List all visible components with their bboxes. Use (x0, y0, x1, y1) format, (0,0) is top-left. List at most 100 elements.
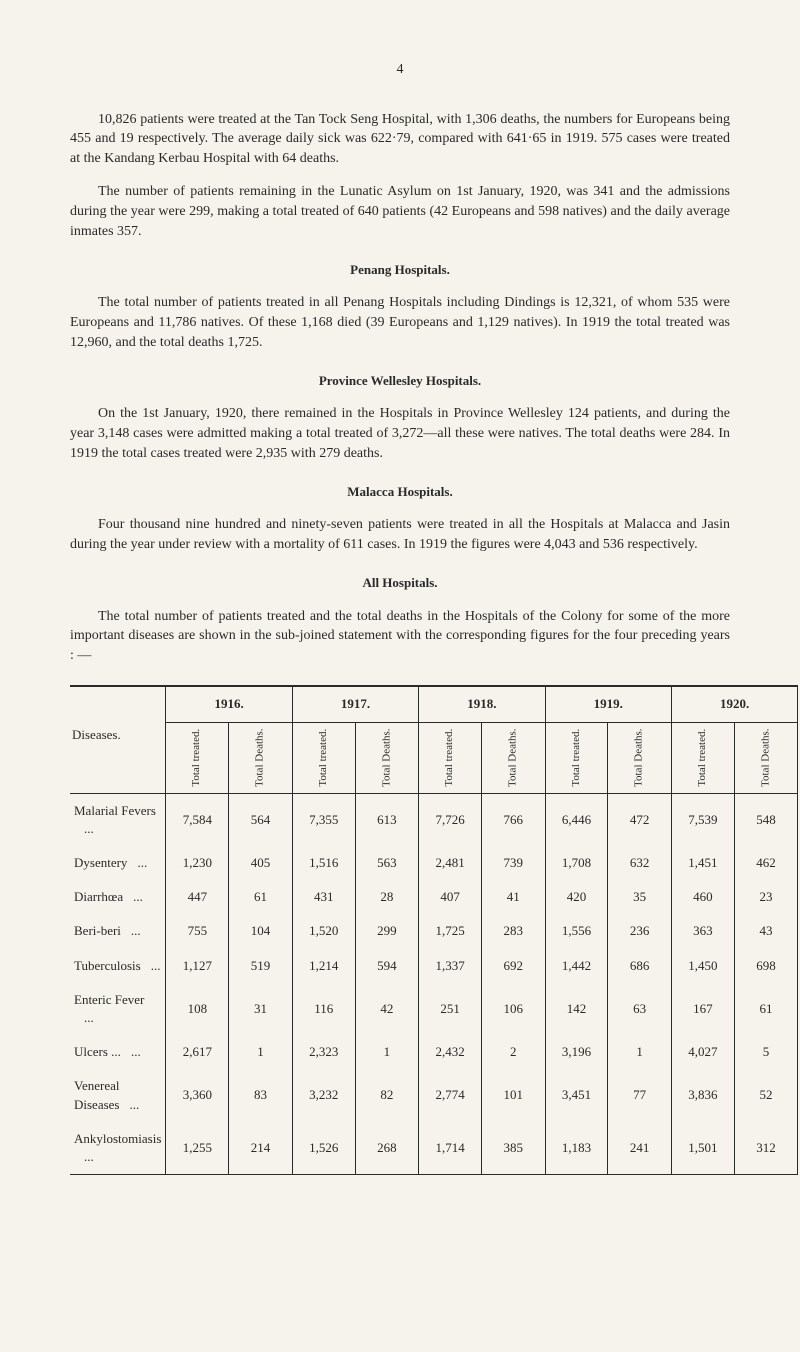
table-row: Ankylostomiasis...1,2552141,5262681,7143… (70, 1122, 798, 1175)
table-cell: 82 (355, 1069, 419, 1121)
year-header: 1919. (545, 686, 671, 722)
table-row: Malarial Fevers...7,5845647,3556137,7267… (70, 793, 798, 846)
table-cell: 594 (355, 949, 419, 983)
table-cell: 692 (482, 949, 546, 983)
section-heading-all: All Hospitals. (70, 574, 730, 592)
table-cell: 1 (608, 1035, 672, 1069)
disease-name: Enteric Fever... (70, 983, 166, 1035)
subheader-treated: Total treated. (419, 722, 482, 793)
subheader-deaths: Total Deaths. (229, 722, 293, 793)
table-cell: 472 (608, 793, 672, 846)
section-heading-malacca: Malacca Hospitals. (70, 483, 730, 501)
table-cell: 106 (482, 983, 546, 1035)
table-cell: 3,196 (545, 1035, 608, 1069)
table-cell: 1,450 (671, 949, 734, 983)
table-cell: 28 (355, 880, 419, 914)
table-cell: 3,360 (166, 1069, 229, 1121)
table-cell: 116 (292, 983, 355, 1035)
table-cell: 1,337 (419, 949, 482, 983)
subheader-treated: Total treated. (671, 722, 734, 793)
table-cell: 447 (166, 880, 229, 914)
table-cell: 142 (545, 983, 608, 1035)
disease-name: Ulcers ...... (70, 1035, 166, 1069)
table-cell: 23 (734, 880, 798, 914)
table-cell: 385 (482, 1122, 546, 1175)
table-row: Dysentery...1,2304051,5165632,4817391,70… (70, 846, 798, 880)
table-cell: 613 (355, 793, 419, 846)
table-cell: 519 (229, 949, 293, 983)
table-cell: 2 (482, 1035, 546, 1069)
page-number: 4 (70, 60, 730, 80)
year-header: 1920. (671, 686, 797, 722)
table-cell: 698 (734, 949, 798, 983)
table-cell: 632 (608, 846, 672, 880)
table-cell: 755 (166, 914, 229, 948)
table-cell: 3,451 (545, 1069, 608, 1121)
table-cell: 3,836 (671, 1069, 734, 1121)
table-cell: 739 (482, 846, 546, 880)
table-cell: 1,230 (166, 846, 229, 880)
paragraph: 10,826 patients were treated at the Tan … (70, 110, 730, 169)
table-cell: 1,451 (671, 846, 734, 880)
subheader-treated: Total treated. (292, 722, 355, 793)
table-cell: 241 (608, 1122, 672, 1175)
paragraph: The number of patients remaining in the … (70, 182, 730, 241)
table-cell: 77 (608, 1069, 672, 1121)
table-cell: 251 (419, 983, 482, 1035)
section-heading-penang: Penang Hospitals. (70, 261, 730, 279)
table-cell: 766 (482, 793, 546, 846)
table-cell: 42 (355, 983, 419, 1035)
table-cell: 41 (482, 880, 546, 914)
table-cell: 1,127 (166, 949, 229, 983)
table-cell: 431 (292, 880, 355, 914)
table-cell: 43 (734, 914, 798, 948)
year-header: 1917. (292, 686, 418, 722)
table-cell: 564 (229, 793, 293, 846)
table-cell: 1,520 (292, 914, 355, 948)
paragraph: The total number of patients treated in … (70, 293, 730, 352)
table-cell: 1,556 (545, 914, 608, 948)
table-cell: 462 (734, 846, 798, 880)
table-cell: 7,539 (671, 793, 734, 846)
paragraph: On the 1st January, 1920, there remained… (70, 404, 730, 463)
table-cell: 1,714 (419, 1122, 482, 1175)
table-cell: 2,432 (419, 1035, 482, 1069)
table-cell: 2,323 (292, 1035, 355, 1069)
table-cell: 61 (734, 983, 798, 1035)
table-row: Venereal Diseases...3,360833,232822,7741… (70, 1069, 798, 1121)
table-cell: 460 (671, 880, 734, 914)
table-cell: 548 (734, 793, 798, 846)
table-cell: 1,708 (545, 846, 608, 880)
table-cell: 2,481 (419, 846, 482, 880)
section-heading-wellesley: Province Wellesley Hospitals. (70, 372, 730, 390)
table-cell: 405 (229, 846, 293, 880)
year-header: 1916. (166, 686, 292, 722)
table-cell: 167 (671, 983, 734, 1035)
subheader-deaths: Total Deaths. (608, 722, 672, 793)
table-cell: 83 (229, 1069, 293, 1121)
table-cell: 101 (482, 1069, 546, 1121)
table-cell: 52 (734, 1069, 798, 1121)
table-cell: 6,446 (545, 793, 608, 846)
diseases-label: Diseases. (70, 722, 166, 793)
table-cell: 7,584 (166, 793, 229, 846)
diseases-table: 1916. 1917. 1918. 1919. 1920. Diseases. … (70, 685, 798, 1175)
disease-name: Malarial Fevers... (70, 793, 166, 846)
table-row: Enteric Fever...108311164225110614263167… (70, 983, 798, 1035)
table-cell: 1 (229, 1035, 293, 1069)
table-cell: 686 (608, 949, 672, 983)
table-cell: 563 (355, 846, 419, 880)
table-cell: 31 (229, 983, 293, 1035)
table-cell: 108 (166, 983, 229, 1035)
disease-name: Dysentery... (70, 846, 166, 880)
table-cell: 1,214 (292, 949, 355, 983)
table-cell: 7,726 (419, 793, 482, 846)
table-cell: 7,355 (292, 793, 355, 846)
table-cell: 1,442 (545, 949, 608, 983)
table-cell: 420 (545, 880, 608, 914)
disease-name: Beri-beri... (70, 914, 166, 948)
table-cell: 268 (355, 1122, 419, 1175)
subheader-treated: Total treated. (166, 722, 229, 793)
disease-name: Diarrhœa... (70, 880, 166, 914)
table-cell: 1,516 (292, 846, 355, 880)
